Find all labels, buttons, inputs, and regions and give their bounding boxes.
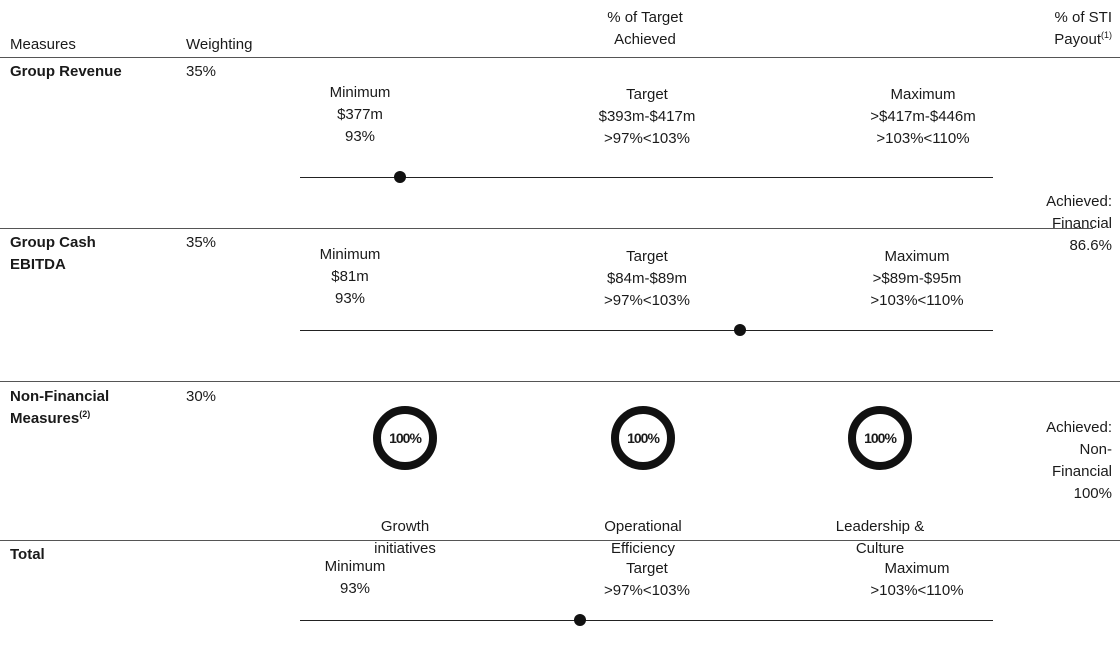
target: Target $84m-$89m >97%<103% (567, 246, 727, 312)
range: $84m-$89m (606, 270, 688, 287)
label: Minimum (324, 558, 386, 575)
percent: >103%<110% (870, 582, 964, 599)
label: Maximum (884, 560, 950, 577)
header-payout: % of STI Payout(1) (1032, 7, 1112, 51)
measure: Non-Financial Measures(2) (10, 386, 160, 430)
measure: Total (10, 546, 45, 563)
score-ring: 100% (848, 406, 912, 470)
header-measures: Measures (10, 36, 76, 53)
target: Target >97%<103% (567, 558, 727, 602)
maximum: Maximum >$89m-$95m >103%<110% (837, 246, 997, 312)
rule (0, 540, 1120, 541)
range: $81m (331, 268, 369, 285)
header-weighting: Weighting (186, 36, 253, 53)
value: 100% (1073, 485, 1112, 502)
score-ring: 100% (611, 406, 675, 470)
measure: Group Cash EBITDA (10, 234, 96, 273)
achievement-dot (574, 614, 586, 626)
footnote: (1) (1101, 30, 1112, 40)
percent: >97%<103% (604, 130, 690, 147)
label: Achieved: (1046, 193, 1112, 210)
percent: 93% (344, 128, 376, 145)
label: Target (626, 86, 668, 103)
rule (0, 228, 1093, 229)
header-payout-text: % of STI Payout (1054, 9, 1112, 48)
label: Achieved: (1046, 419, 1112, 436)
scale-line (300, 177, 993, 178)
measure: Group Revenue (10, 63, 122, 80)
value: 86.6% (1069, 237, 1112, 254)
range: $393m-$417m (598, 108, 696, 125)
percent: 93% (339, 580, 371, 597)
maximum: Maximum >$417m-$446m >103%<110% (843, 84, 1003, 150)
rule (0, 381, 1120, 382)
measure-label: Growth initiatives (374, 518, 436, 557)
percent: >103%<110% (870, 292, 964, 309)
achievement-dot (394, 171, 406, 183)
minimum: Minimum $377m 93% (290, 82, 430, 148)
label: Minimum (329, 84, 391, 101)
weighting: 35% (186, 234, 217, 251)
label: Maximum (884, 248, 950, 265)
minimum: Minimum $81m 93% (280, 244, 420, 310)
weighting: 35% (186, 63, 217, 80)
percent: >97%<103% (604, 582, 690, 599)
label: Maximum (890, 86, 956, 103)
category: Non-Financial (1051, 441, 1112, 480)
scale-line (300, 330, 993, 331)
percent: >97%<103% (604, 292, 690, 309)
measure-label: Operational Efficiency (604, 518, 682, 557)
scale-line (300, 620, 993, 621)
payout-non-financial: Achieved: Non-Financial 100% (1027, 417, 1112, 505)
percent: >103%<110% (876, 130, 970, 147)
rule (0, 57, 1120, 58)
maximum: Maximum >103%<110% (837, 558, 997, 602)
score-ring: 100% (373, 406, 437, 470)
header-target: % of Target Achieved (607, 9, 683, 48)
range: >$417m-$446m (870, 108, 976, 125)
label: Target (626, 560, 668, 577)
target: Target $393m-$417m >97%<103% (567, 84, 727, 150)
measure-label: Leadership & Culture (835, 518, 925, 557)
payout-financial: Achieved: Financial 86.6% (1022, 191, 1112, 257)
minimum: Minimum 93% (285, 556, 425, 600)
weighting: 30% (186, 388, 217, 405)
footnote: (2) (79, 409, 91, 419)
range: $377m (337, 106, 383, 123)
achievement-dot (734, 324, 746, 336)
label: Target (626, 248, 668, 265)
measure-text: Non-Financial Measures (10, 388, 110, 427)
range: >$89m-$95m (872, 270, 962, 287)
category: Financial (1051, 215, 1112, 232)
percent: 93% (334, 290, 366, 307)
label: Minimum (319, 246, 381, 263)
